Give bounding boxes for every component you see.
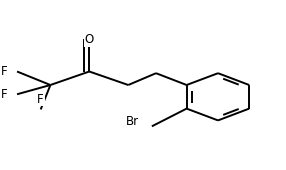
Text: Br: Br bbox=[126, 115, 139, 128]
Text: F: F bbox=[37, 93, 44, 106]
Text: F: F bbox=[1, 88, 7, 101]
Text: F: F bbox=[1, 65, 7, 78]
Text: O: O bbox=[85, 33, 94, 46]
